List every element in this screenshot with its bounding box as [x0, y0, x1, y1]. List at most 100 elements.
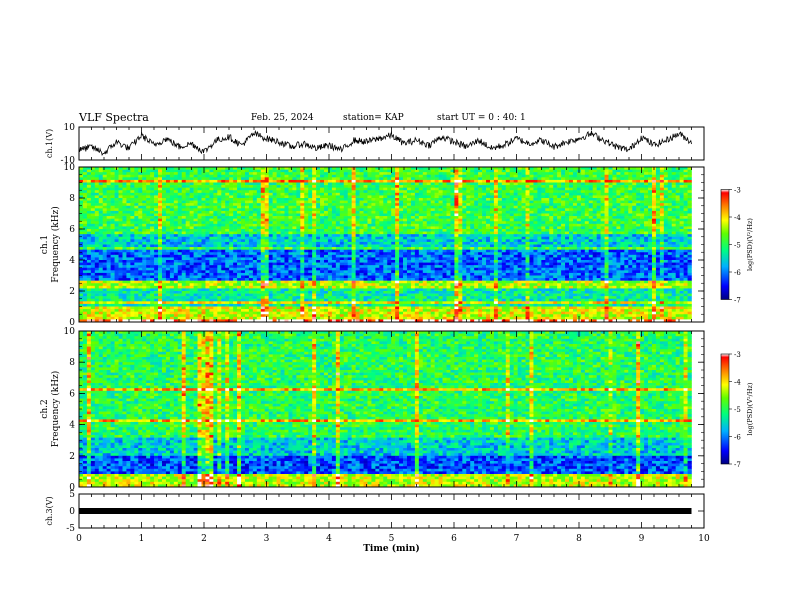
spectrogram-cell — [138, 213, 143, 217]
spectrogram-cell — [316, 247, 321, 250]
spectrogram-cell — [347, 190, 352, 194]
spectrogram-cell — [138, 231, 143, 235]
spectrogram-cell — [458, 185, 463, 188]
spectrogram-cell — [150, 200, 155, 204]
spectrogram-cell — [383, 247, 388, 250]
spectrogram-cell — [387, 185, 392, 188]
spectrogram-cell — [525, 247, 530, 250]
spectrogram-cell — [94, 205, 100, 209]
spectrogram-cell — [260, 182, 266, 186]
spectrogram-cell — [248, 167, 254, 170]
spectrogram-cell — [612, 200, 617, 204]
spectrogram-cell — [478, 241, 483, 245]
spectrogram-cell — [292, 226, 297, 230]
spectrogram-cell — [533, 174, 538, 178]
spectrogram-cell — [383, 195, 388, 199]
spectrogram-cell — [624, 213, 629, 217]
spectrogram-cell — [632, 223, 637, 227]
spectrogram-cell — [284, 192, 289, 196]
spectrogram-cell — [489, 205, 495, 209]
spectrogram-cell — [161, 195, 167, 199]
spectrogram-cell — [426, 236, 431, 240]
spectrogram-cell — [525, 234, 530, 238]
spectrogram-cell — [130, 244, 135, 248]
spectrogram-cell — [517, 169, 522, 173]
spectrogram-cell — [276, 216, 281, 219]
spectrogram-cell — [367, 179, 372, 183]
spectrogram-cell — [241, 177, 246, 181]
spectrogram-cell — [648, 200, 653, 204]
spectrogram-cell — [410, 218, 416, 222]
spectrogram-cell — [324, 247, 329, 250]
spectrogram-cell — [557, 210, 562, 214]
spectrogram-cell — [592, 182, 597, 186]
spectrogram-cell — [296, 244, 301, 248]
spectrogram-cell — [142, 239, 147, 243]
spectrogram-cell — [387, 216, 392, 219]
spectrogram-cell — [489, 208, 495, 212]
spectrogram-cell — [90, 192, 96, 196]
spectrogram-cell — [241, 223, 246, 227]
spectrogram-cell — [320, 241, 325, 245]
spectrogram-cell — [628, 174, 633, 178]
spectrogram-cell — [410, 200, 416, 204]
spectrogram-cell — [442, 223, 447, 227]
spectrogram-cell — [438, 172, 443, 176]
spectrogram-cell — [537, 229, 542, 232]
spectrogram-cell — [434, 223, 439, 227]
spectrogram-cell — [118, 216, 123, 219]
spectrogram-cell — [260, 198, 266, 201]
spectrogram-cell — [399, 229, 404, 232]
spectrogram-cell — [130, 195, 135, 199]
spectrogram-cell — [655, 172, 661, 176]
spectrogram-cell — [173, 174, 179, 178]
spectrogram-cell — [545, 190, 550, 194]
spectrogram-cell — [608, 208, 613, 212]
spectrogram-cell — [636, 195, 641, 199]
spectrogram-cell — [509, 210, 514, 214]
spectrogram-cell — [663, 187, 669, 191]
spectrogram-cell — [525, 221, 530, 225]
spectrogram-cell — [324, 213, 329, 217]
spectrogram-cell — [114, 177, 119, 181]
spectrogram-cell — [418, 229, 424, 232]
spectrogram-cell — [304, 247, 309, 250]
spectrogram-cell — [533, 234, 538, 238]
spectrogram-cell — [414, 203, 420, 207]
spectrogram-cell — [493, 236, 499, 240]
spectrogram-cell — [501, 244, 507, 248]
spectrogram-cell — [470, 216, 475, 219]
spectrogram-cell — [122, 210, 127, 214]
spectrogram-cell — [158, 177, 163, 181]
spectrogram-cell — [146, 247, 151, 250]
spectrogram-cell — [509, 195, 514, 199]
spectrogram-cell — [620, 169, 625, 173]
spectrogram-cell — [572, 223, 578, 227]
spectrogram-cell — [663, 174, 669, 178]
spectrogram-cell — [146, 226, 151, 230]
spectrogram-cell — [308, 223, 313, 227]
spectrogram-cell — [126, 249, 131, 253]
spectrogram-cell — [288, 195, 293, 199]
spectrogram-cell — [529, 229, 534, 232]
spectrogram-cell — [331, 208, 337, 212]
spectrogram-cell — [375, 218, 380, 222]
spectrogram-cell — [300, 244, 305, 248]
spectrogram-cell — [209, 167, 214, 170]
spectrogram-cell — [640, 223, 645, 227]
spectrogram-cell — [418, 226, 424, 230]
spectrogram-cell — [505, 195, 511, 199]
spectrogram-cell — [316, 221, 321, 225]
spectrogram-cell — [90, 241, 96, 245]
spectrogram-cell — [565, 185, 570, 188]
spectrogram-cell — [134, 205, 139, 209]
spectrogram-cell — [79, 190, 84, 194]
spectrogram-cell — [466, 195, 471, 199]
spectrogram-cell — [308, 236, 313, 240]
spectrogram-cell — [624, 244, 629, 248]
spectrogram-cell — [308, 187, 313, 191]
spectrogram-cell — [529, 223, 534, 227]
spectrogram-cell — [229, 241, 234, 245]
spectrogram-cell — [636, 167, 641, 170]
spectrogram-cell — [671, 195, 676, 199]
